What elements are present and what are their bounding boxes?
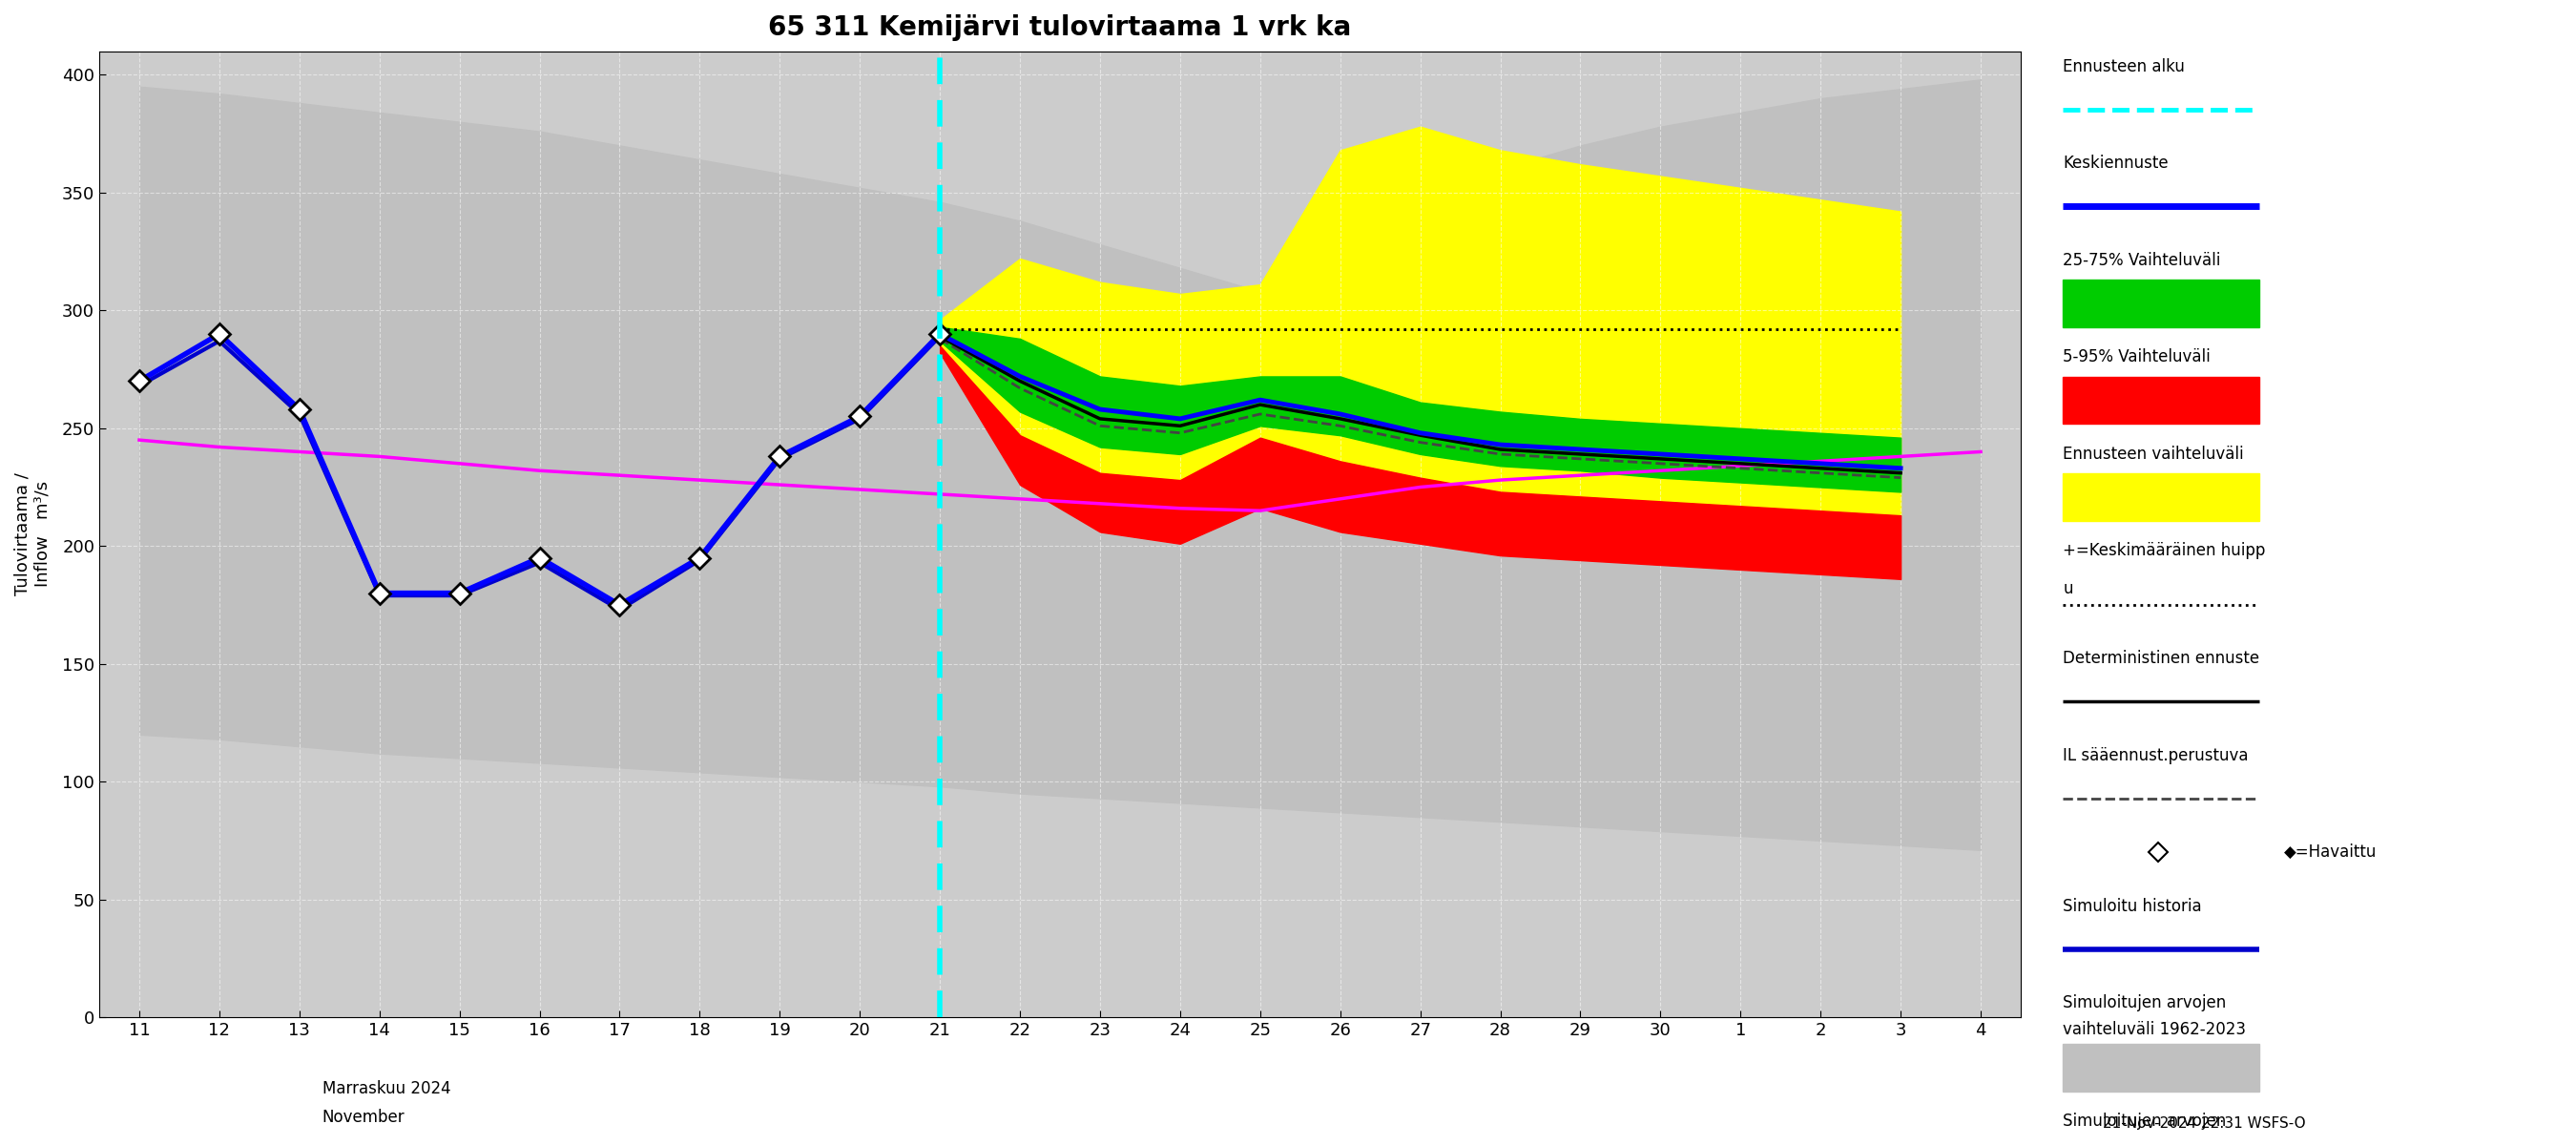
Text: Keskiennuste: Keskiennuste bbox=[2063, 155, 2169, 172]
Title: 65 311 Kemijärvi tulovirtaama 1 vrk ka: 65 311 Kemijärvi tulovirtaama 1 vrk ka bbox=[768, 14, 1352, 41]
Text: 21-Nov-2024 22:31 WSFS-O: 21-Nov-2024 22:31 WSFS-O bbox=[2102, 1116, 2306, 1131]
Text: Ennusteen alku: Ennusteen alku bbox=[2063, 58, 2184, 76]
Bar bbox=[2063, 474, 2259, 521]
Text: IL sääennust.perustuva: IL sääennust.perustuva bbox=[2063, 747, 2249, 764]
Text: vaihteluväli 1962-2023: vaihteluväli 1962-2023 bbox=[2063, 1021, 2246, 1039]
Text: Ennusteen vaihteluväli: Ennusteen vaihteluväli bbox=[2063, 445, 2244, 463]
Text: u: u bbox=[2063, 581, 2074, 598]
Text: Deterministinen ennuste: Deterministinen ennuste bbox=[2063, 650, 2259, 668]
Text: ◆=Havaittu: ◆=Havaittu bbox=[2285, 844, 2378, 861]
Bar bbox=[2063, 279, 2259, 327]
Text: Marraskuu 2024: Marraskuu 2024 bbox=[322, 1080, 451, 1097]
Bar bbox=[2063, 377, 2259, 424]
Text: November: November bbox=[322, 1108, 404, 1126]
Text: 25-75% Vaihteluväli: 25-75% Vaihteluväli bbox=[2063, 252, 2221, 269]
Text: Simuloitu historia: Simuloitu historia bbox=[2063, 898, 2202, 915]
Text: Simuloitujen arvojen: Simuloitujen arvojen bbox=[2063, 1113, 2226, 1130]
Y-axis label: Tulovirtaama /
Inflow   m³/s: Tulovirtaama / Inflow m³/s bbox=[15, 473, 52, 595]
Text: Simuloitujen arvojen: Simuloitujen arvojen bbox=[2063, 994, 2226, 1012]
Text: 5-95% Vaihteluväli: 5-95% Vaihteluväli bbox=[2063, 348, 2210, 366]
Text: +=Keskimääräinen huipp: +=Keskimääräinen huipp bbox=[2063, 543, 2267, 560]
Bar bbox=[2063, 1044, 2259, 1091]
